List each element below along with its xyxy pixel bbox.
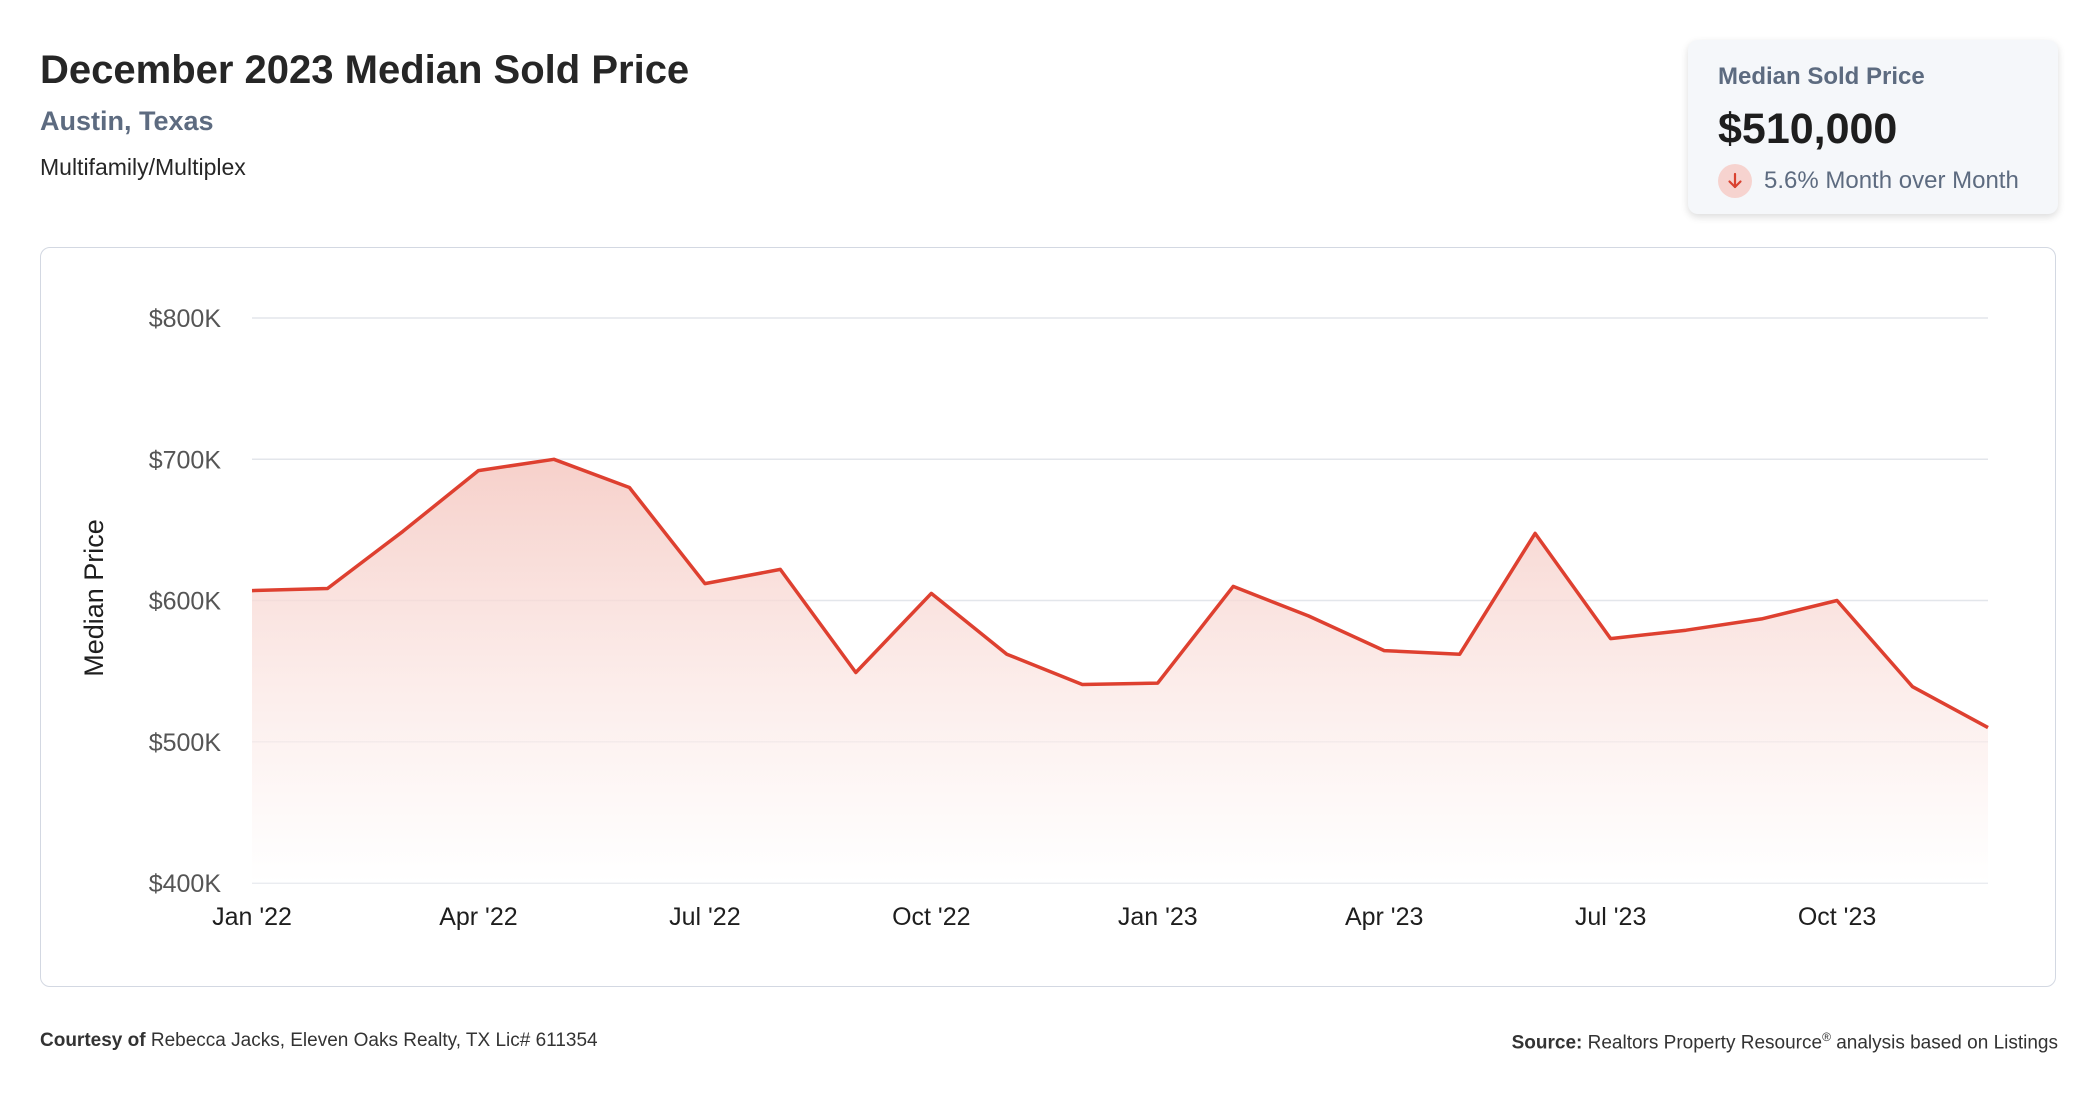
kpi-value: $510,000 — [1718, 105, 1898, 153]
courtesy-text: Rebecca Jacks, Eleven Oaks Realty, TX Li… — [150, 1030, 598, 1051]
kpi-change-text: 5.6% Month over Month — [1764, 167, 2019, 194]
series-line — [251, 457, 1989, 730]
arrow-down-icon — [1718, 164, 1752, 198]
x-tick-label: Jan '23 — [1118, 903, 1198, 931]
y-tick-label: $400K — [149, 870, 222, 898]
source-footer: Source: Realtors Property Resource® anal… — [1512, 1030, 2058, 1054]
source-text-2: analysis based on Listings — [1836, 1032, 2058, 1054]
x-tick-label: Apr '23 — [1345, 903, 1423, 931]
x-tick-label: Apr '22 — [439, 903, 517, 931]
page-title: December 2023 Median Sold Price — [40, 48, 690, 92]
courtesy-footer: Courtesy of Rebecca Jacks, Eleven Oaks R… — [40, 1030, 598, 1052]
courtesy-label: Courtesy of — [40, 1030, 146, 1051]
y-tick-label: $500K — [149, 729, 222, 757]
source-label: Source: — [1511, 1032, 1583, 1054]
median-price-chart: $400K $500K $600K $700K $800K Jan '22 Apr '22… — [79, 305, 1989, 931]
x-tick-label: Jul '23 — [1575, 903, 1646, 931]
chart-container: $400K $500K $600K $700K $800K Jan '22 Apr '22… — [40, 247, 2056, 987]
header: December 2023 Median Sold Price Austin, … — [40, 44, 689, 182]
y-tick-label: $800K — [149, 305, 222, 333]
median-price-card: Median Sold Price $510,000 5.6% Month ov… — [1688, 40, 2058, 214]
series-area — [252, 459, 1988, 883]
x-tick-label: Oct '22 — [892, 903, 970, 931]
registered-mark: ® — [1822, 1030, 1831, 1044]
x-tick-label: Jan '22 — [212, 903, 292, 931]
source-text: Realtors Property Resource — [1587, 1032, 1823, 1054]
kpi-label: Median Sold Price — [1718, 63, 1925, 90]
x-tick-label: Jul '22 — [669, 903, 740, 931]
y-tick-label: $600K — [149, 588, 222, 616]
property-type-label: Multifamily/Multiplex — [40, 154, 246, 180]
y-tick-label: $700K — [149, 446, 222, 474]
y-axis-label: Median Price — [79, 519, 109, 677]
kpi-change: 5.6% Month over Month — [1718, 164, 2028, 198]
x-tick-label: Oct '23 — [1798, 903, 1876, 931]
location-subtitle: Austin, Texas — [40, 106, 214, 136]
